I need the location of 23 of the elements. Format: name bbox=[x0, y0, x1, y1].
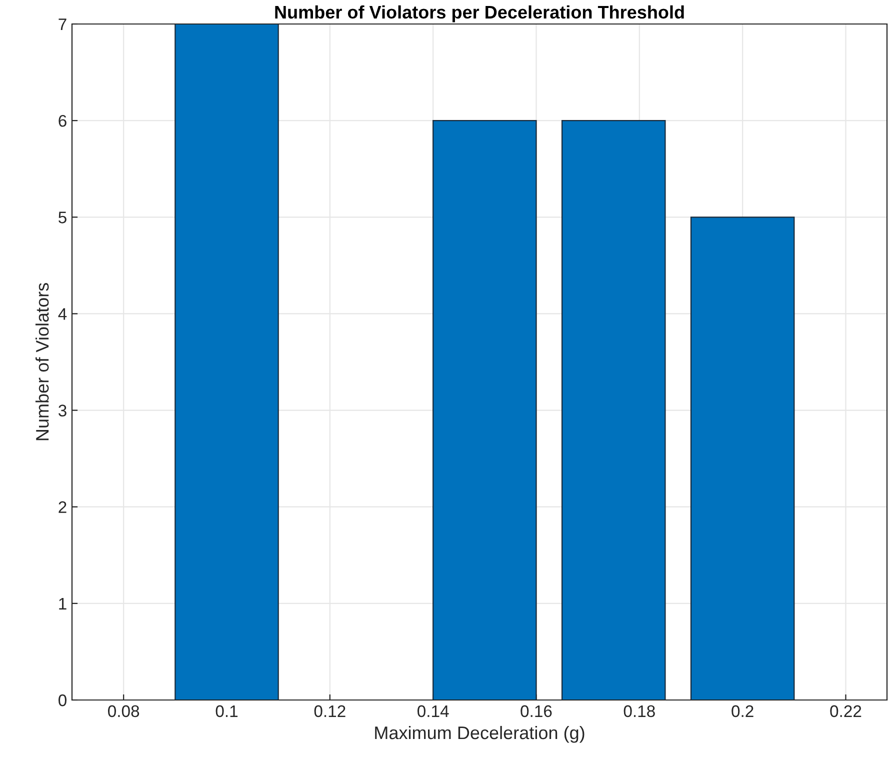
x-tick-label: 0.14 bbox=[418, 705, 449, 718]
bar bbox=[432, 120, 537, 700]
x-tick-label: 0.08 bbox=[108, 705, 140, 718]
x-tick-label: 0.12 bbox=[314, 705, 346, 718]
bar bbox=[174, 24, 279, 700]
x-tick-label: 0.18 bbox=[624, 705, 655, 718]
y-tick-label: 4 bbox=[58, 308, 67, 320]
x-tick-label: 0.2 bbox=[732, 705, 754, 718]
chart-title: Number of Violators per Deceleration Threshold bbox=[275, 5, 684, 22]
y-tick-label: 3 bbox=[58, 404, 66, 416]
x-axis-title: Maximum Deceleration (g) bbox=[375, 726, 584, 743]
y-tick-label: 6 bbox=[58, 114, 66, 127]
x-tick-label: 0.1 bbox=[216, 705, 238, 718]
y-tick-label: 2 bbox=[58, 501, 66, 513]
y-tick-label: 0 bbox=[58, 694, 66, 706]
y-tick-label: 5 bbox=[58, 212, 66, 224]
x-tick-label: 0.16 bbox=[520, 705, 552, 718]
x-tick-label: 0.22 bbox=[830, 705, 862, 718]
y-tick-label: 7 bbox=[58, 18, 66, 30]
bar bbox=[690, 216, 795, 700]
y-axis-title: Number of Violators bbox=[35, 283, 49, 440]
bar bbox=[561, 120, 666, 700]
y-tick-label: 1 bbox=[59, 598, 66, 610]
